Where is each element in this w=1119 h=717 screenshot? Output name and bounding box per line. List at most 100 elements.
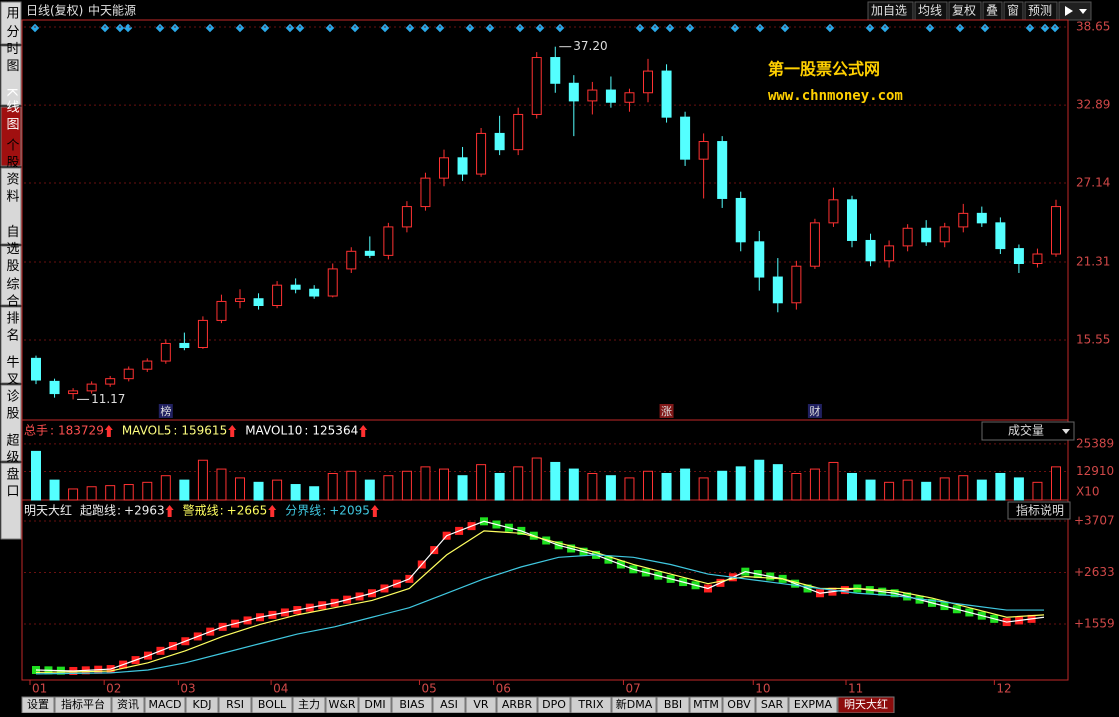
sidebar-tab[interactable]	[0, 106, 22, 167]
volume-bar	[420, 466, 431, 501]
month-label: 06	[496, 682, 511, 696]
indicator-select[interactable]	[981, 421, 1075, 441]
signal-icon	[325, 23, 335, 33]
sidebar-tab[interactable]	[0, 245, 22, 306]
bottom-tab-label[interactable]: 资讯	[117, 698, 139, 711]
volume-bar	[661, 472, 672, 501]
event-marker	[158, 404, 173, 418]
volume-bar	[884, 481, 895, 501]
sidebar-tab[interactable]	[0, 45, 22, 106]
toolbar-label[interactable]: 均线	[918, 4, 942, 18]
bottom-tab-label[interactable]: 明天大红	[844, 697, 888, 711]
sidebar-label[interactable]: 个股资料	[4, 138, 20, 206]
volume-bar	[995, 472, 1006, 501]
volume-bar	[272, 479, 283, 501]
bottom-tab-label[interactable]: 新DMA	[616, 697, 653, 711]
volume-bar	[1013, 477, 1024, 501]
sidebar-label[interactable]: K线图	[4, 88, 20, 135]
bottom-tab-label[interactable]: MTM	[693, 698, 719, 711]
candle-body	[105, 378, 116, 385]
y-tick-label: 12910	[1076, 464, 1114, 478]
bottom-tab-label[interactable]: 主力	[298, 698, 320, 711]
dropdown-arrow	[1062, 429, 1070, 434]
event-marker	[807, 404, 822, 418]
bottom-tab-label[interactable]: KDJ	[193, 698, 212, 711]
help-label[interactable]: 指标说明	[1016, 503, 1064, 518]
signal-icon	[435, 23, 445, 33]
menu-arrow	[1065, 6, 1073, 16]
candle-body	[976, 212, 987, 224]
y-tick-label: 27.14	[1076, 176, 1110, 190]
bottom-tab-label[interactable]: ASI	[440, 698, 458, 711]
legend-name: 分界线	[285, 504, 321, 518]
toolbar-label[interactable]: 预测	[1028, 4, 1052, 18]
sidebar-label[interactable]: 自选股	[4, 225, 20, 276]
bottom-tab-label[interactable]: 指标平台	[61, 697, 105, 711]
candle-body	[160, 342, 171, 362]
candle-body	[847, 199, 857, 241]
candle-body	[346, 250, 357, 270]
signal-icon	[30, 23, 40, 33]
volume-bar	[791, 472, 802, 501]
candle-body	[327, 268, 338, 297]
volume-bar	[216, 468, 227, 501]
volume-bar	[550, 461, 561, 501]
volume-bar	[1051, 466, 1061, 501]
volume-bar	[531, 457, 542, 501]
sidebar-tab[interactable]	[0, 384, 22, 462]
bottom-tab-label[interactable]: DPO	[542, 698, 566, 711]
volume-bar	[587, 472, 598, 501]
candle-body	[939, 226, 950, 243]
bottom-tab-label[interactable]: OBV	[727, 698, 751, 711]
volume-bar	[142, 481, 153, 501]
toolbar-label[interactable]: 窗	[1007, 4, 1019, 18]
candle-body	[1013, 248, 1024, 264]
bottom-tab-label[interactable]: VR	[473, 698, 489, 711]
volume-bar	[698, 477, 709, 501]
y-tick-label: +1559	[1074, 617, 1115, 631]
sidebar-label[interactable]: 综合排名	[4, 277, 20, 345]
sidebar-label[interactable]: 应用	[4, 0, 20, 23]
candle-body	[735, 197, 746, 243]
legend-name: 起跑线	[80, 504, 116, 518]
bottom-tab-label[interactable]: W&R	[328, 698, 355, 711]
volume-bar	[346, 470, 357, 501]
bottom-tab-label[interactable]: RSI	[226, 698, 244, 711]
help-button[interactable]	[1007, 501, 1071, 520]
bottom-tab-label[interactable]: BIAS	[399, 698, 424, 711]
bottom-tab-label[interactable]: 设置	[27, 698, 49, 711]
bottom-tab-label[interactable]: TRIX	[577, 698, 604, 711]
volume-bar	[439, 468, 449, 501]
toolbar-label[interactable]: 复权	[952, 4, 976, 18]
legend-name: MAVOL10	[245, 424, 302, 438]
bottom-tab-label[interactable]: SAR	[761, 698, 784, 711]
sidebar-label[interactable]: 超级盘口	[4, 433, 20, 501]
toolbar-label[interactable]: 叠	[986, 4, 998, 18]
up-arrow	[359, 425, 368, 437]
sidebar-tab[interactable]	[0, 167, 22, 245]
up-arrow	[370, 505, 379, 517]
volume-bar	[513, 466, 524, 501]
indicator-select-label[interactable]: 成交量	[1008, 423, 1044, 438]
volume-bar	[476, 464, 487, 501]
candle-body	[142, 360, 153, 370]
bottom-tab-label[interactable]: BBI	[664, 698, 682, 711]
menu-button[interactable]	[1058, 1, 1092, 21]
sidebar-tab[interactable]	[0, 306, 22, 384]
legend-name: MAVOL5	[122, 424, 172, 438]
up-arrow	[268, 505, 277, 517]
bottom-tab-label[interactable]: MACD	[149, 698, 182, 711]
candle-body	[995, 222, 1006, 250]
sidebar-tab[interactable]	[0, 1, 22, 45]
bottom-tab-label[interactable]: ARBR	[502, 698, 533, 711]
bottom-tab-label[interactable]: DMI	[364, 698, 385, 711]
sidebar-label[interactable]: 分时图	[4, 25, 20, 76]
bottom-tab-label[interactable]: BOLL	[258, 698, 287, 711]
signal-icon	[350, 23, 360, 33]
toolbar-label[interactable]: 加自选	[871, 4, 907, 18]
candle-body	[624, 92, 635, 103]
volume-bar	[958, 475, 969, 501]
sidebar-tab[interactable]	[0, 462, 22, 540]
sidebar-label[interactable]: 牛叉诊股	[4, 355, 20, 423]
bottom-tab-label[interactable]: EXPMA	[794, 698, 833, 711]
